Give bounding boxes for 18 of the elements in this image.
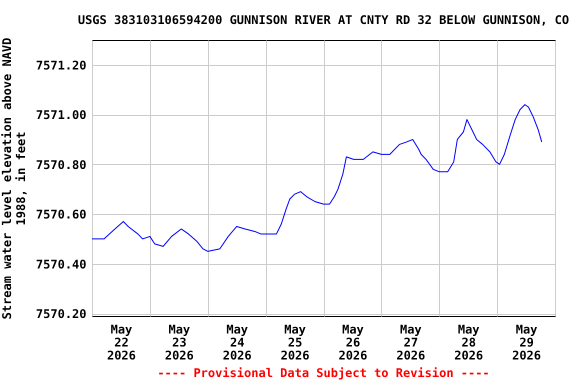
x-tick-label: May 29 2026 [512, 322, 542, 362]
y-tick-label: 7570.80 [36, 158, 86, 172]
y-tick-label: 7571.20 [36, 58, 86, 72]
y-tick-label: 7571.00 [36, 108, 86, 122]
y-axis-title: Stream water level elevation above NAVD 1988, in feet [0, 38, 28, 320]
x-tick-label: May 23 2026 [164, 322, 194, 362]
chart-title: USGS 383103106594200 GUNNISON RIVER AT CNTY RD 32 BELOW GUNNISON, CO [78, 13, 570, 28]
x-tick-label: May 26 2026 [338, 322, 368, 362]
y-tick-label: 7570.20 [36, 307, 86, 322]
x-tick-label: May 27 2026 [396, 322, 426, 362]
y-tick-label: 7570.60 [36, 208, 86, 222]
line-series [92, 104, 542, 252]
x-tick-label: May 25 2026 [280, 322, 310, 362]
x-tick-label: May 24 2026 [222, 322, 252, 362]
text: ---- Provisional Data Subject to Revision ---- [156, 366, 491, 380]
y-tick-label: 7570.40 [36, 257, 86, 272]
x-tick-label: May 28 2026 [454, 322, 484, 362]
x-tick-label: May 22 2026 [106, 322, 136, 362]
